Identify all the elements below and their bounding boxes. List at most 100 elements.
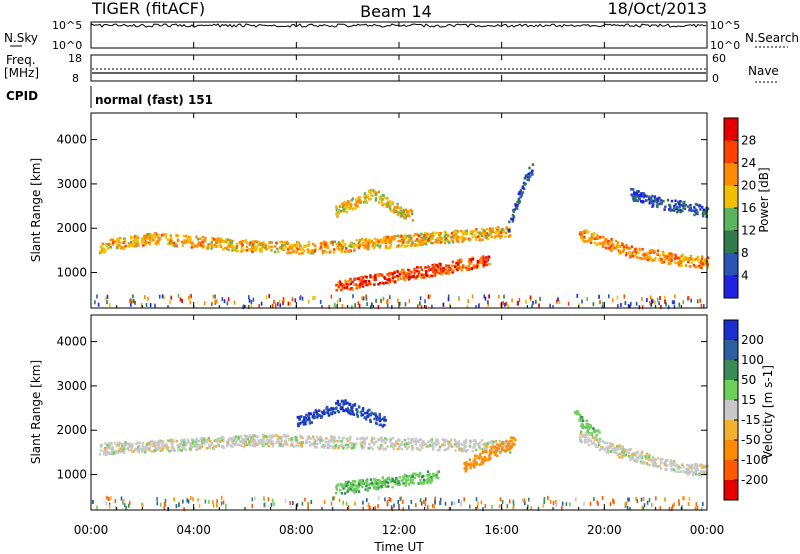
velocity-cell <box>472 459 475 463</box>
velocity-cell <box>488 451 492 455</box>
velocity-cell <box>478 463 481 466</box>
velocity-cell <box>108 441 111 445</box>
power-cell <box>619 249 622 253</box>
velocity-cell <box>699 470 703 473</box>
power-noise <box>690 298 692 303</box>
velocity-cell <box>463 467 466 470</box>
velocity-noise <box>212 500 214 505</box>
power-cell <box>607 240 610 243</box>
velocity-cell <box>480 462 483 466</box>
velocity-noise <box>415 503 417 507</box>
power-noise <box>308 299 310 304</box>
velocity-cell <box>627 451 630 455</box>
velocity-cell <box>189 442 192 445</box>
velocity-cell <box>672 468 676 471</box>
power-cell <box>426 274 429 277</box>
velocity-cell <box>176 444 179 447</box>
velocity-cell <box>312 437 316 441</box>
power-cell <box>399 212 403 215</box>
power-cell <box>590 233 594 236</box>
velocity-cell <box>149 442 152 446</box>
power-cell <box>137 244 140 247</box>
power-cell <box>244 240 248 243</box>
velocity-cell <box>328 413 331 417</box>
velocity-noise <box>424 502 427 507</box>
power-cell <box>670 208 673 212</box>
power-cell <box>311 252 315 255</box>
power-cell <box>459 236 463 239</box>
velocity-cell <box>131 450 134 453</box>
velocity-cell <box>305 417 308 420</box>
power-cell <box>452 269 455 272</box>
velocity-cell <box>407 441 411 444</box>
velocity-cell <box>396 480 399 483</box>
power-cell <box>291 248 294 251</box>
velocity-cell <box>583 441 587 444</box>
power-cell <box>638 247 641 251</box>
power-noise <box>487 300 489 305</box>
power-cell <box>357 196 360 199</box>
velocity-noise <box>397 499 399 504</box>
power-cell <box>361 285 365 288</box>
power-cell <box>450 239 453 242</box>
power-cell <box>677 208 680 212</box>
velocity-cell <box>418 471 422 475</box>
velocity-cell <box>411 475 414 478</box>
velocity-cell <box>609 442 612 445</box>
velocity-cell <box>378 412 381 416</box>
velocity-cell <box>160 440 164 443</box>
velocity-cell <box>284 441 287 444</box>
power-cell <box>458 266 461 269</box>
power-noise <box>599 300 601 305</box>
velocity-cell <box>490 446 493 449</box>
power-cell <box>391 276 394 279</box>
power-cell <box>411 240 414 244</box>
power-cell <box>455 230 458 234</box>
power-cell <box>580 235 583 239</box>
power-cell <box>438 238 441 242</box>
velocity-cell <box>453 438 457 442</box>
velocity-cell <box>289 439 293 442</box>
power-noise <box>109 303 111 308</box>
velocity-cell <box>191 442 194 445</box>
velocity-cell <box>208 439 212 443</box>
velocity-cell <box>316 416 319 419</box>
velocity-noise <box>220 501 223 506</box>
velocity-cell <box>121 446 124 450</box>
velocity-noise <box>208 499 210 504</box>
velocity-cell <box>184 448 188 452</box>
velocity-cell <box>356 488 359 491</box>
velocity-cell <box>196 444 200 448</box>
velocity-cell <box>435 443 438 447</box>
power-cell <box>287 251 291 254</box>
power-cell <box>405 210 408 214</box>
velocity-cell <box>640 452 643 456</box>
power-noise <box>641 305 644 309</box>
velocity-cell <box>473 465 476 469</box>
power-noise <box>291 297 294 302</box>
power-cell <box>169 242 172 246</box>
velocity-cell <box>669 462 672 465</box>
power-cell <box>386 202 389 206</box>
power-cell <box>693 206 696 209</box>
power-cell <box>396 202 399 206</box>
power-cell <box>351 280 354 284</box>
power-noise <box>653 299 655 304</box>
velocity-cell <box>340 485 344 488</box>
power-cell <box>365 275 368 279</box>
power-cell <box>650 201 653 205</box>
velocity-colorbar-tick-label: 15 <box>741 393 756 407</box>
power-cell <box>692 263 696 267</box>
velocity-cell <box>114 451 117 454</box>
power-noise <box>650 302 652 307</box>
velocity-cell <box>307 414 310 418</box>
velocity-cell <box>380 439 384 443</box>
velocity-cell <box>360 480 363 483</box>
power-cell <box>679 264 682 267</box>
velocity-noise <box>163 502 166 506</box>
velocity-cell <box>195 443 198 446</box>
power-cell <box>341 285 344 289</box>
velocity-cell <box>578 417 582 421</box>
velocity-cell <box>374 440 378 444</box>
velocity-cell <box>161 442 165 446</box>
